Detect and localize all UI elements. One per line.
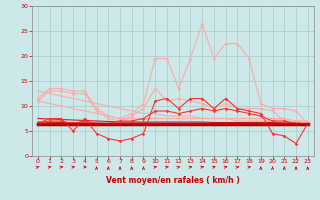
X-axis label: Vent moyen/en rafales ( km/h ): Vent moyen/en rafales ( km/h ) [106, 176, 240, 185]
